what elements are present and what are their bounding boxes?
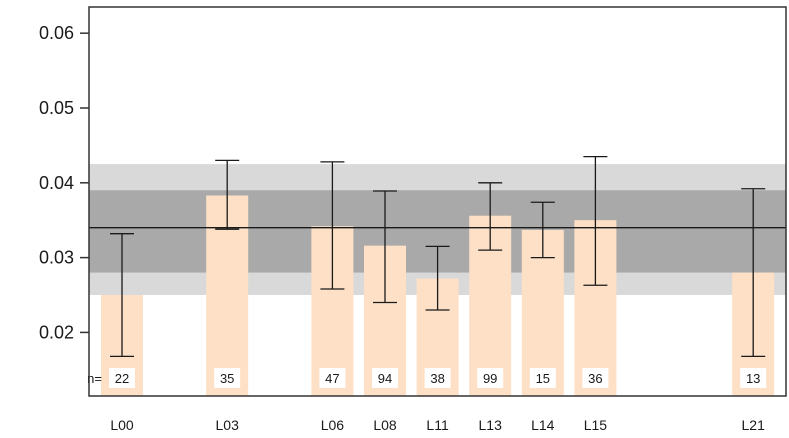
n-label-box bbox=[372, 368, 398, 388]
n-label-box bbox=[214, 368, 241, 388]
error-bars bbox=[110, 155, 766, 358]
y-tick-label: 0.04 bbox=[39, 173, 74, 193]
n-label-L14: 15 bbox=[536, 371, 550, 386]
n-label-box bbox=[582, 368, 609, 388]
x-tick-label-L00: L00 bbox=[110, 417, 134, 433]
n-label-L06: 47 bbox=[325, 371, 339, 386]
x-axis: L00 L03 L06 L08 L11 L13 L14 L15 L21 bbox=[110, 417, 765, 433]
n-label-L08: 94 bbox=[378, 371, 392, 386]
x-tick-label-L13: L13 bbox=[479, 417, 503, 433]
error-bar-L06 bbox=[320, 161, 345, 290]
reference-bands bbox=[89, 164, 786, 296]
n-label-box bbox=[319, 368, 346, 388]
x-tick-label-L14: L14 bbox=[531, 417, 555, 433]
error-bar-L11 bbox=[425, 245, 450, 311]
error-bar-L03 bbox=[215, 159, 240, 230]
x-tick-label-L08: L08 bbox=[373, 417, 397, 433]
y-tick-label: 0.06 bbox=[39, 23, 74, 43]
x-tick-label-L11: L11 bbox=[426, 417, 449, 433]
y-tick-label: 0.02 bbox=[39, 322, 74, 342]
error-bar-L21 bbox=[741, 188, 766, 358]
plot-frame bbox=[88, 6, 787, 397]
x-tick-label-L03: L03 bbox=[216, 417, 240, 433]
error-bar-L13 bbox=[478, 182, 503, 251]
error-bar-L08 bbox=[373, 190, 397, 304]
n-prefix-label: n= bbox=[87, 371, 102, 386]
n-label-box bbox=[424, 368, 451, 388]
y-tick-label: 0.05 bbox=[39, 98, 74, 118]
x-tick-label-L15: L15 bbox=[584, 417, 608, 433]
sample-size-labels: n= 22 35 47 94 38 99 15 36 13 bbox=[87, 368, 767, 388]
x-tick-label-L06: L06 bbox=[321, 417, 345, 433]
x-tick-label-L21: L21 bbox=[742, 417, 766, 433]
n-label-L03: 35 bbox=[220, 371, 234, 386]
n-label-L15: 36 bbox=[588, 371, 602, 386]
error-bar-L00 bbox=[110, 233, 134, 358]
n-label-box bbox=[529, 368, 556, 388]
n-label-L13: 99 bbox=[483, 371, 497, 386]
error-bar-L14 bbox=[530, 201, 555, 259]
n-label-box bbox=[477, 368, 504, 388]
error-bar-L15 bbox=[583, 155, 608, 286]
n-label-box bbox=[740, 368, 767, 388]
n-label-box bbox=[109, 368, 135, 388]
n-label-L00: 22 bbox=[115, 371, 129, 386]
n-label-L11: 38 bbox=[430, 371, 444, 386]
y-axis: 0.02 0.03 0.04 0.05 0.06 bbox=[39, 23, 89, 342]
n-label-L21: 13 bbox=[746, 371, 760, 386]
y-tick-label: 0.03 bbox=[39, 248, 74, 268]
